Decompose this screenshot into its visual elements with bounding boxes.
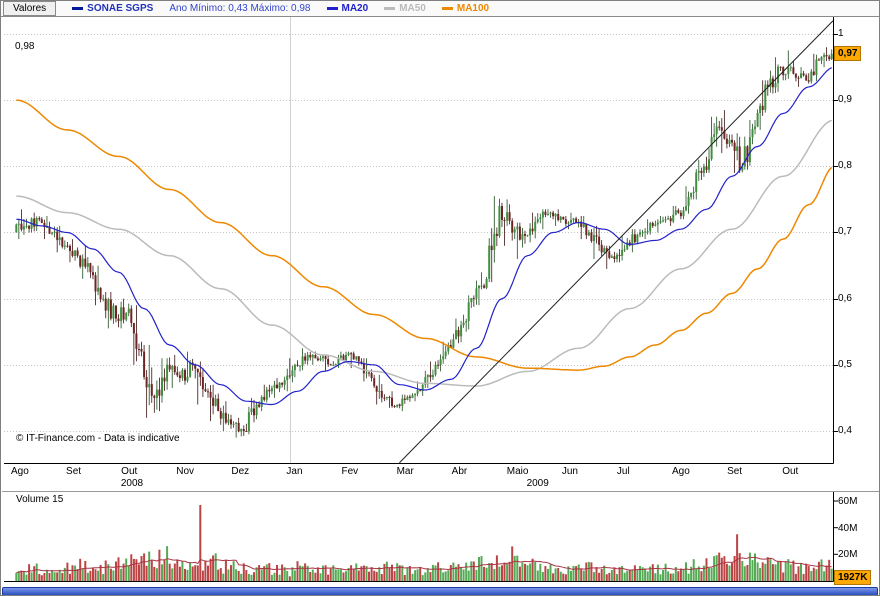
chart-header: Valores SONAE SGPS Ano Mínimo: 0,43 Máxi… — [1, 1, 879, 17]
horizontal-scrollbar[interactable] — [2, 587, 878, 595]
series-legend: SONAE SGPS — [72, 1, 153, 16]
series-color-swatch-icon — [72, 7, 84, 10]
copyright-note: © IT-Finance.com - Data is indicative — [16, 433, 180, 444]
last-price-badge: 0,97 — [834, 46, 862, 61]
ma50-color-swatch-icon — [384, 7, 396, 10]
max-price-label: 0,98 — [15, 41, 35, 52]
series-name: SONAE SGPS — [87, 3, 154, 14]
values-dropdown-button[interactable]: Valores — [3, 1, 57, 16]
ma20-color-swatch-icon — [326, 7, 338, 10]
minmax-label: Ano Mínimo: 0,43 Máximo: 0,98 — [169, 3, 311, 14]
ma20-legend: MA20 — [326, 1, 369, 16]
ma100-color-swatch-icon — [441, 7, 453, 10]
last-volume-badge: 1927K — [834, 570, 872, 585]
ma50-legend: MA50 — [384, 1, 426, 16]
ma50-label: MA50 — [399, 3, 426, 14]
ma20-label: MA20 — [341, 3, 369, 14]
volume-panel-title: Volume 15 — [16, 494, 64, 505]
ma100-label: MA100 — [456, 3, 490, 14]
ma100-legend: MA100 — [441, 1, 490, 16]
